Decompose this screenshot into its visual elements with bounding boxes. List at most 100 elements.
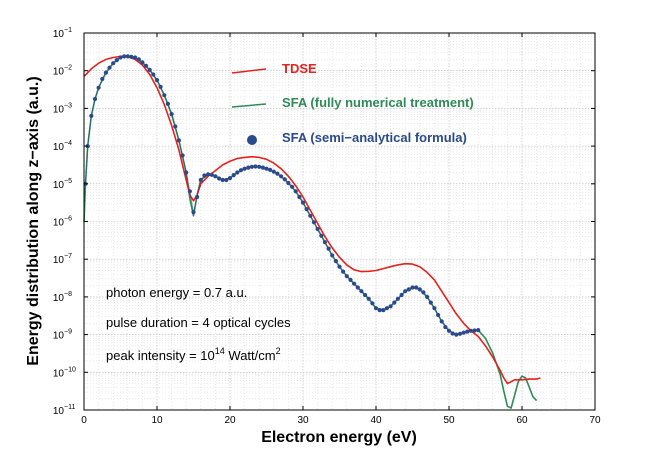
data-point-sfa-semi-analytical-formula	[275, 171, 280, 176]
grid	[84, 33, 595, 410]
y-tick-exponent: −10	[64, 366, 76, 373]
data-point-sfa-semi-analytical-formula	[290, 184, 295, 189]
data-point-sfa-semi-analytical-formula	[308, 213, 313, 218]
legend-label-sfa-analytical: SFA (semi−analytical formula)	[282, 130, 467, 145]
y-tick-label: 10	[53, 331, 65, 342]
data-point-sfa-semi-analytical-formula	[158, 84, 163, 89]
annotations: photon energy = 0.7 a.u. pulse duration …	[106, 285, 291, 363]
data-point-sfa-semi-analytical-formula	[122, 54, 127, 59]
data-point-sfa-semi-analytical-formula	[370, 301, 375, 306]
data-point-sfa-semi-analytical-formula	[154, 78, 160, 83]
data-point-sfa-semi-analytical-formula	[326, 246, 331, 251]
data-point-sfa-semi-analytical-formula	[282, 177, 287, 182]
data-point-sfa-semi-analytical-formula	[165, 101, 170, 106]
data-point-sfa-semi-analytical-formula	[191, 210, 196, 215]
data-point-sfa-semi-analytical-formula	[235, 170, 240, 175]
data-point-sfa-semi-analytical-formula	[468, 328, 473, 333]
data-point-sfa-semi-analytical-formula	[439, 319, 444, 324]
x-tick-label: 50	[443, 415, 455, 426]
data-point-sfa-semi-analytical-formula	[472, 328, 477, 333]
annotation-photon-energy: photon energy = 0.7 a.u.	[106, 285, 247, 300]
annotation-peak-intensity: peak intensity = 1014 Watt/cm2	[106, 346, 281, 363]
data-point-sfa-semi-analytical-formula	[319, 233, 324, 238]
y-tick-exponent: −3	[64, 102, 72, 109]
data-point-sfa-semi-analytical-formula	[238, 168, 244, 173]
y-tick-exponent: −9	[64, 329, 72, 336]
x-tick-label: 60	[516, 415, 528, 426]
data-point-sfa-semi-analytical-formula	[264, 166, 269, 171]
x-tick-label: 10	[151, 415, 163, 426]
data-point-sfa-semi-analytical-formula	[246, 165, 251, 170]
data-point-sfa-semi-analytical-formula	[257, 164, 262, 169]
data-point-sfa-semi-analytical-formula	[125, 54, 130, 59]
data-point-sfa-semi-analytical-formula	[209, 172, 214, 177]
data-point-sfa-semi-analytical-formula	[417, 287, 422, 292]
data-point-sfa-semi-analytical-formula	[286, 180, 291, 186]
y-tick-label: 10	[53, 368, 65, 379]
data-point-sfa-semi-analytical-formula	[231, 173, 236, 178]
y-tick-exponent: −7	[64, 253, 72, 260]
data-point-sfa-semi-analytical-formula	[217, 176, 222, 181]
data-point-sfa-semi-analytical-formula	[384, 306, 389, 311]
data-point-sfa-semi-analytical-formula	[162, 93, 167, 98]
data-point-sfa-semi-analytical-formula	[220, 177, 225, 183]
data-point-sfa-semi-analytical-formula	[133, 55, 138, 60]
data-point-sfa-semi-analytical-formula	[279, 174, 284, 179]
data-point-sfa-semi-analytical-formula	[465, 329, 470, 334]
series-layer	[83, 54, 541, 409]
x-tick-label: 20	[224, 415, 236, 426]
data-point-sfa-semi-analytical-formula	[333, 259, 338, 264]
data-point-sfa-semi-analytical-formula	[253, 164, 258, 169]
data-point-sfa-semi-analytical-formula	[173, 124, 178, 129]
y-tick-label: 10	[53, 293, 65, 304]
y-tick-exponent: −4	[64, 140, 72, 147]
annotation-intensity-exp: 14	[215, 346, 225, 356]
data-point-sfa-semi-analytical-formula	[89, 113, 94, 118]
data-point-sfa-semi-analytical-formula	[436, 312, 441, 318]
data-point-sfa-semi-analytical-formula	[315, 226, 320, 232]
data-point-sfa-semi-analytical-formula	[399, 292, 404, 298]
data-point-sfa-semi-analytical-formula	[187, 189, 192, 194]
legend: TDSE SFA (fully numerical treatment) SFA…	[231, 61, 474, 145]
data-point-sfa-semi-analytical-formula	[461, 330, 466, 335]
data-point-sfa-semi-analytical-formula	[114, 58, 119, 63]
data-point-sfa-semi-analytical-formula	[111, 61, 116, 66]
data-point-sfa-semi-analytical-formula	[103, 70, 108, 75]
data-point-sfa-semi-analytical-formula	[443, 325, 448, 330]
x-tick-label: 0	[81, 415, 87, 426]
y-tick-exponent: −5	[64, 178, 72, 185]
y-tick-exponent: −8	[64, 291, 72, 298]
data-point-sfa-semi-analytical-formula	[260, 165, 265, 170]
annotation-intensity-prefix: peak intensity = 10	[106, 348, 215, 363]
data-point-sfa-semi-analytical-formula	[300, 200, 306, 205]
data-point-sfa-semi-analytical-formula	[213, 174, 218, 179]
data-point-sfa-semi-analytical-formula	[476, 328, 481, 333]
data-point-sfa-semi-analytical-formula	[425, 294, 430, 299]
legend-swatch-sfa-numerical	[231, 103, 267, 108]
data-point-sfa-semi-analytical-formula	[304, 207, 309, 212]
annotation-intensity-unit: Watt/cm	[225, 348, 276, 363]
data-point-sfa-semi-analytical-formula	[184, 170, 189, 175]
data-point-sfa-semi-analytical-formula	[414, 285, 419, 290]
y-axis-label: Energy distribution along z−axis (a.u.)	[25, 76, 42, 365]
y-tick-label: 10	[53, 29, 65, 40]
data-point-sfa-semi-analytical-formula	[446, 328, 452, 333]
data-point-sfa-semi-analytical-formula	[224, 177, 229, 183]
data-point-sfa-semi-analytical-formula	[406, 287, 411, 292]
data-point-sfa-semi-analytical-formula	[363, 292, 368, 298]
y-tick-exponent: −2	[64, 65, 72, 72]
data-point-sfa-semi-analytical-formula	[151, 72, 156, 77]
y-tick-label: 10	[53, 104, 65, 115]
legend-marker-sfa-analytical	[247, 135, 257, 145]
data-point-sfa-semi-analytical-formula	[242, 166, 247, 171]
y-tick-label: 10	[53, 218, 65, 229]
data-point-sfa-semi-analytical-formula	[176, 138, 181, 143]
data-point-sfa-semi-analytical-formula	[432, 306, 437, 311]
data-point-sfa-semi-analytical-formula	[271, 169, 276, 174]
data-point-sfa-semi-analytical-formula	[377, 308, 382, 313]
data-point-sfa-semi-analytical-formula	[421, 290, 426, 295]
data-point-sfa-semi-analytical-formula	[337, 264, 342, 269]
data-point-sfa-semi-analytical-formula	[410, 285, 415, 290]
